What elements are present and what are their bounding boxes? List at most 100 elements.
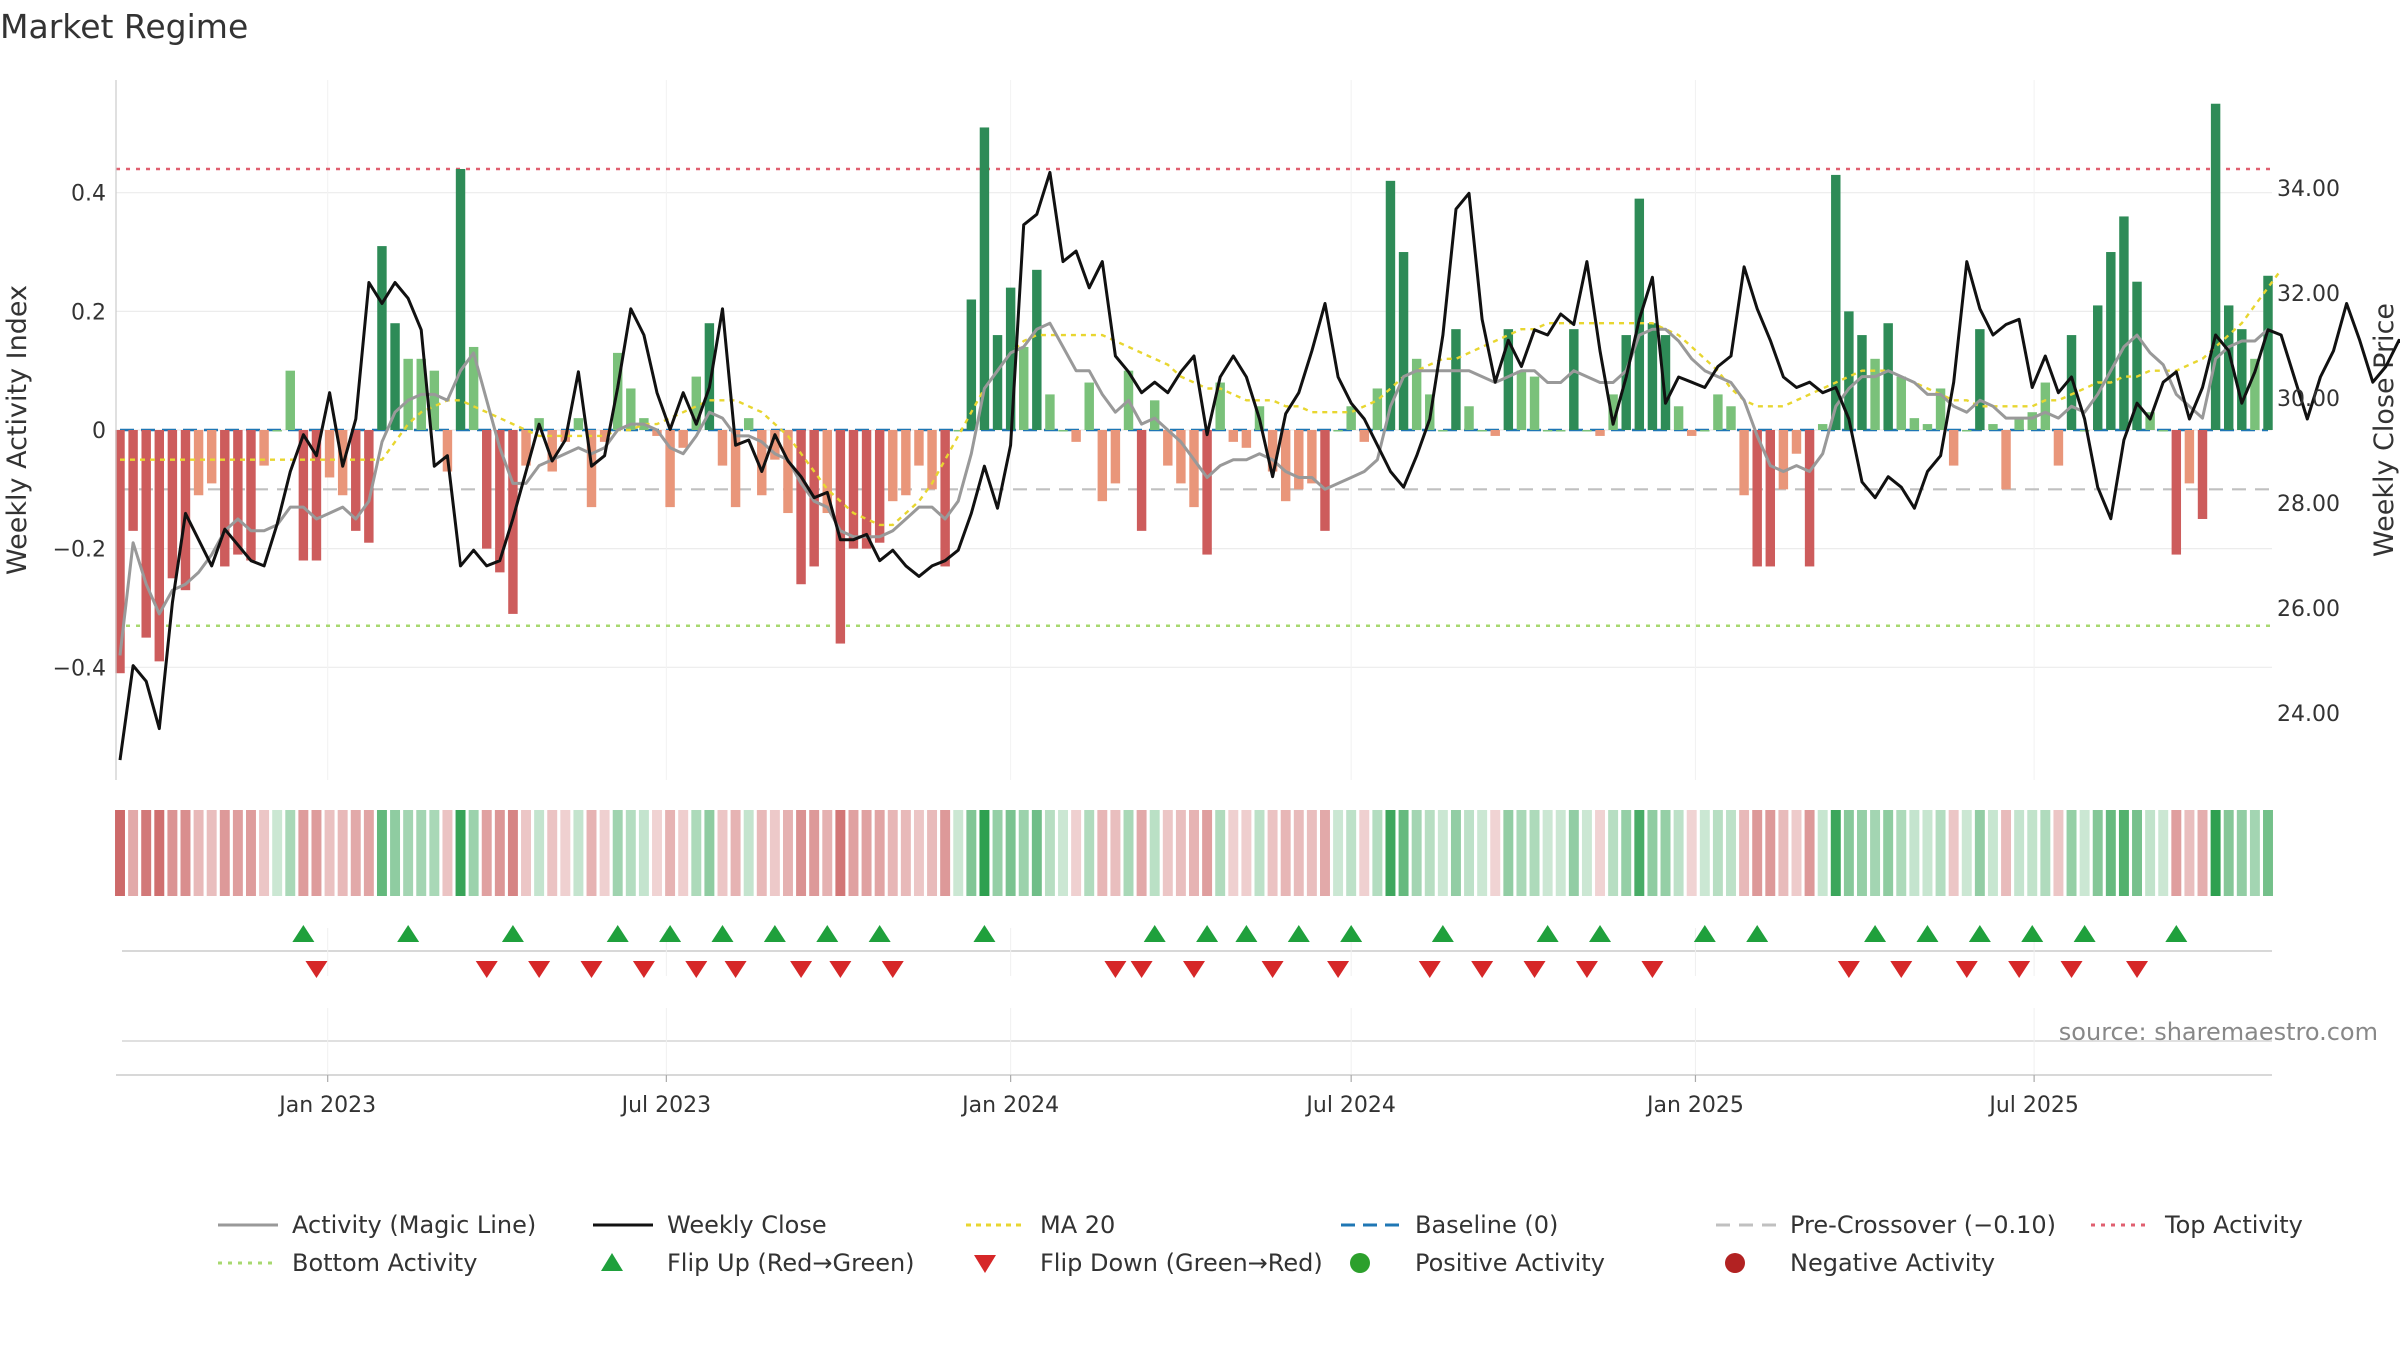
- flip-down-marker: [724, 961, 747, 978]
- legend-label: Top Activity: [2164, 1211, 2303, 1239]
- regime-cell: [940, 810, 951, 896]
- regime-cell: [1464, 810, 1475, 896]
- regime-cell: [638, 810, 649, 896]
- activity-bar: [1346, 406, 1356, 430]
- regime-cell: [2027, 810, 2038, 896]
- activity-bar: [1136, 430, 1147, 531]
- x-tick-label: Jan 2023: [277, 1093, 376, 1118]
- regime-cell: [2197, 810, 2208, 896]
- flip-up-marker: [2021, 925, 2044, 942]
- regime-cell: [180, 810, 191, 896]
- flip-down-marker: [632, 961, 655, 978]
- regime-cell: [2079, 810, 2090, 896]
- regime-cell: [1293, 810, 1304, 896]
- regime-cell: [743, 810, 754, 896]
- legend-swatch: [974, 1255, 996, 1273]
- regime-cell: [2092, 810, 2103, 896]
- legend-item-ma20: MA 20: [966, 1211, 1115, 1239]
- y-tick-label-right: 30.00: [2277, 387, 2340, 412]
- regime-cell: [547, 810, 558, 896]
- activity-bar: [2210, 103, 2221, 430]
- flip-down-marker: [1183, 961, 1205, 978]
- flip-up-marker: [1340, 925, 1363, 942]
- activity-bar: [154, 430, 165, 662]
- regime-cell: [979, 810, 990, 896]
- regime-cell: [874, 810, 885, 896]
- activity-bar: [573, 418, 584, 430]
- activity-bar: [1385, 180, 1396, 430]
- activity-bar: [1608, 394, 1618, 430]
- regime-cell: [782, 810, 793, 896]
- activity-bar: [167, 430, 178, 579]
- regime-cell: [1595, 810, 1606, 896]
- activity-bar: [1935, 388, 1946, 430]
- regime-cell: [232, 810, 243, 896]
- regime-cell: [1686, 810, 1697, 896]
- activity-bar: [914, 430, 924, 466]
- activity-bar: [1267, 430, 1278, 472]
- regime-cell: [953, 810, 964, 896]
- activity-bar: [1804, 430, 1815, 567]
- regime-cell: [1202, 810, 1213, 896]
- source-note: source: sharemaestro.com: [2059, 1018, 2378, 1046]
- activity-bar: [1686, 430, 1697, 436]
- activity-bar: [259, 430, 269, 466]
- regime-cell: [1896, 810, 1907, 896]
- regime-cell: [1189, 810, 1199, 896]
- activity-bar: [783, 430, 793, 514]
- activity-bar: [2093, 305, 2103, 430]
- regime-cell: [1490, 810, 1501, 896]
- regime-cell: [966, 810, 977, 896]
- flip-up-marker: [1589, 925, 1612, 942]
- regime-cell: [1149, 810, 1160, 896]
- flip-up-marker: [1143, 925, 1166, 942]
- y-axis-label-right: Weekly Close Price: [2369, 303, 2400, 557]
- regime-cell: [1503, 810, 1514, 896]
- activity-bar: [403, 358, 413, 430]
- activity-bar: [141, 430, 151, 638]
- activity-bar: [1948, 430, 1959, 466]
- regime-cell: [2223, 810, 2234, 896]
- legend-label: Flip Up (Red→Green): [667, 1249, 915, 1277]
- activity-bar: [1595, 430, 1605, 436]
- activity-bar: [1660, 335, 1671, 430]
- activity-bar: [220, 430, 230, 567]
- activity-bar: [626, 388, 636, 430]
- activity-bar: [2040, 382, 2051, 430]
- activity-bar: [704, 323, 715, 430]
- regime-cell: [848, 810, 859, 896]
- regime-cell: [1411, 810, 1422, 896]
- activity-bar: [861, 430, 872, 549]
- flip-up-marker: [1536, 925, 1559, 942]
- activity-bar: [2106, 252, 2116, 430]
- regime-cell: [1542, 810, 1553, 896]
- activity-bar: [1516, 370, 1527, 430]
- activity-bar: [1739, 430, 1749, 496]
- activity-bar: [1870, 358, 1880, 430]
- flip-up-marker: [2165, 925, 2188, 942]
- activity-bar: [979, 127, 990, 430]
- activity-bar: [1464, 406, 1474, 430]
- regime-cell: [586, 810, 597, 896]
- activity-bar: [1202, 430, 1212, 555]
- legend-label: Negative Activity: [1790, 1249, 1995, 1277]
- x-tick-label: Jul 2023: [620, 1093, 712, 1118]
- activity-bar: [468, 346, 479, 430]
- activity-bar: [1333, 430, 1343, 432]
- regime-cell: [1739, 810, 1750, 896]
- regime-cell: [376, 810, 387, 896]
- regime-cell: [1765, 810, 1776, 896]
- activity-bar: [1372, 388, 1383, 430]
- activity-bar: [364, 430, 374, 543]
- y-tick-label-left: −0.4: [53, 656, 106, 681]
- regime-cell: [1424, 810, 1435, 896]
- activity-bar: [2014, 418, 2024, 430]
- activity-bar: [1556, 430, 1566, 432]
- activity-bar: [429, 370, 440, 430]
- regime-cell: [665, 810, 676, 896]
- regime-cell: [363, 810, 374, 896]
- legend-item-top: Top Activity: [2091, 1211, 2303, 1239]
- activity-bar: [193, 430, 204, 496]
- flip-up-marker: [501, 925, 524, 942]
- regime-cell: [1817, 810, 1828, 896]
